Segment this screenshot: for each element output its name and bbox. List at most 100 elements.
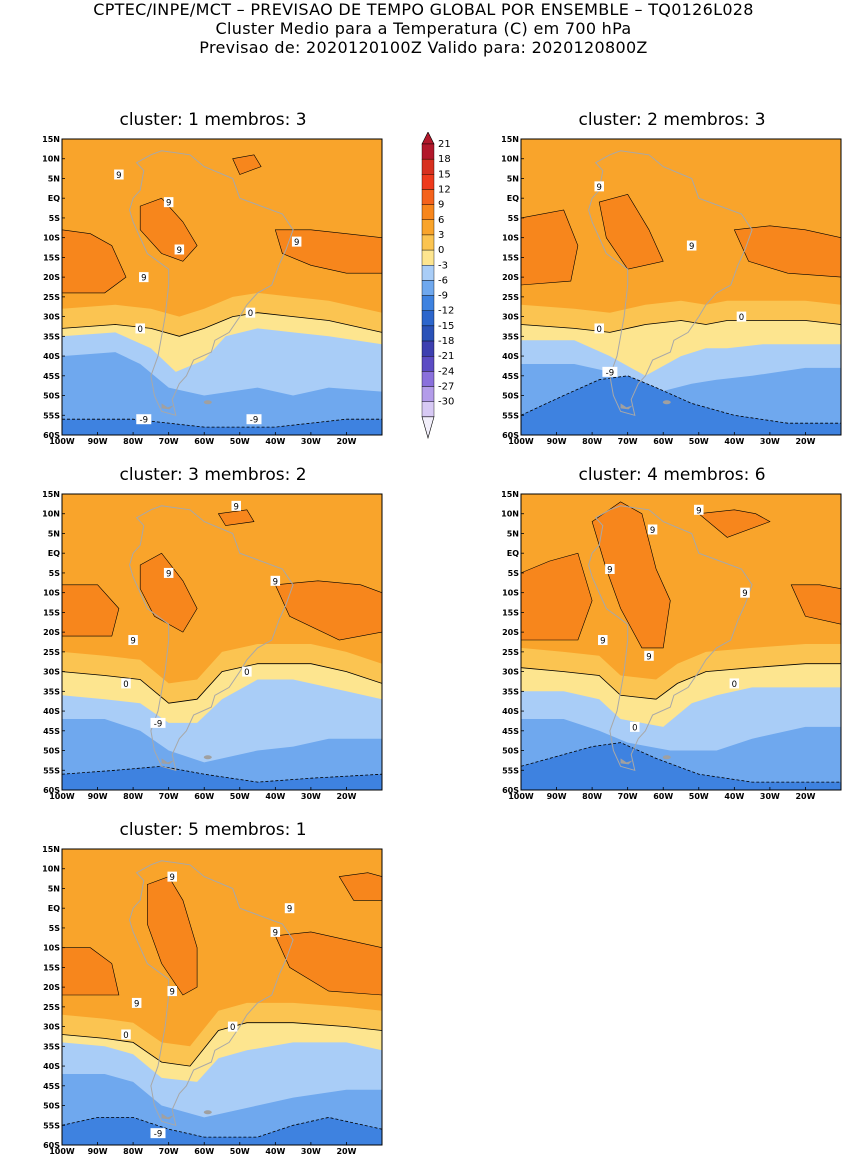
contour-label-bg <box>131 997 142 1008</box>
lat-tick-label: 30S <box>502 668 519 677</box>
contour-label-bg <box>227 1021 238 1032</box>
contour-label-bg <box>284 903 295 914</box>
colorbar-tick-label: -24 <box>438 366 454 377</box>
contour-label-bg <box>602 366 618 377</box>
lat-tick-label: 10N <box>42 510 60 519</box>
warm-contour-region <box>521 209 579 286</box>
lat-tick-label: 35S <box>43 687 60 696</box>
lat-tick-label: 30S <box>502 313 519 322</box>
lat-tick-label: 10N <box>501 510 519 519</box>
warm-contour-region <box>274 931 382 996</box>
contour-label: 9 <box>650 526 655 536</box>
contour-label-bg <box>246 414 262 425</box>
contour-label-bg <box>594 181 604 192</box>
falkland-islands <box>203 1110 212 1115</box>
contour-label: 9 <box>141 274 146 284</box>
falkland-islands <box>662 755 671 760</box>
lat-tick-label: 5N <box>48 174 60 183</box>
lat-tick-label: 35S <box>43 332 60 341</box>
contour-label: 9 <box>166 199 171 209</box>
contour-label: 9 <box>646 652 651 662</box>
contour-label: 0 <box>739 313 744 323</box>
lat-tick-label: 45S <box>43 372 60 381</box>
lat-tick-label: 50S <box>502 747 519 756</box>
colorbar-swatch <box>421 265 435 281</box>
lat-tick-label: 15S <box>43 253 60 262</box>
lat-tick-label: 60S <box>502 431 519 440</box>
map-panel-cluster-4: cluster: 4 membros: 6 9 9 9 9 9 9 0 0 15N 10N 5N EQ… <box>477 465 847 810</box>
lat-tick-label: 30S <box>43 313 60 322</box>
contour-label: -9 <box>140 416 148 426</box>
contour-label: 9 <box>689 242 694 252</box>
colorbar-tick-label: 6 <box>438 215 444 226</box>
contour-label-bg <box>630 721 640 732</box>
lon-tick-label: 70W <box>159 437 179 446</box>
south-america-coastline <box>588 150 753 417</box>
colorbar-swatch <box>421 371 435 387</box>
contour-label-bg <box>694 504 704 515</box>
lon-tick-label: 90W <box>547 437 567 446</box>
contour-label: 0 <box>632 723 637 733</box>
lon-tick-label: 90W <box>88 1147 108 1156</box>
contour-line <box>62 312 382 337</box>
contour-label-bg <box>167 871 177 882</box>
contour-label: 0 <box>244 668 249 678</box>
lat-tick-label: 15S <box>502 253 519 262</box>
map-panel-cluster-1: cluster: 1 membros: 3 9 9 9 9 9 0 0 -9 -9 15N 10N 5… <box>18 110 408 455</box>
lat-tick-label: 30S <box>43 668 60 677</box>
contour-label: -9 <box>606 368 614 378</box>
contour-label-bg <box>270 575 281 586</box>
contour-label-bg <box>167 986 177 997</box>
contour-line <box>62 765 382 783</box>
colorbar-bottom-arrow <box>421 416 435 440</box>
lon-tick-label: 40W <box>265 437 285 446</box>
colorbar-tick-label: 3 <box>438 230 444 241</box>
colorbar-tick-label: -27 <box>438 382 454 393</box>
contour-label-bg <box>686 240 697 251</box>
map-frame <box>61 848 383 1146</box>
temperature-map: 9 9 9 9 0 0 -9 15N 10N 5N EQ 5S 10S 15S 20S 25S 30S 35S 40… <box>42 490 383 801</box>
contour-label: 9 <box>600 637 605 647</box>
lon-tick-label: 70W <box>618 792 638 801</box>
contour-line <box>521 742 841 783</box>
lat-tick-label: 5S <box>49 569 61 578</box>
contour-label-bg <box>291 236 302 247</box>
tierra-del-fuego <box>620 403 633 410</box>
lon-tick-label: 40W <box>265 792 285 801</box>
contour-label: 0 <box>138 325 143 335</box>
lat-tick-label: 20S <box>43 983 60 992</box>
map-frame <box>520 493 842 791</box>
tierra-del-fuego <box>161 758 174 765</box>
lon-tick-label: 20W <box>336 792 356 801</box>
lon-tick-label: 40W <box>724 792 744 801</box>
lon-tick-label: 60W <box>653 437 673 446</box>
lon-tick-label: 20W <box>336 1147 356 1156</box>
lat-tick-label: EQ <box>507 549 519 558</box>
lon-tick-label: 70W <box>159 1147 179 1156</box>
contour-label-bg <box>121 1029 131 1040</box>
lat-tick-label: EQ <box>507 194 519 203</box>
falkland-islands <box>662 400 671 405</box>
lat-tick-label: 45S <box>502 372 519 381</box>
contour-label-bg <box>174 244 185 255</box>
colorbar-swatch <box>421 158 435 175</box>
lat-tick-label: 10N <box>42 865 60 874</box>
lat-tick-label: 15N <box>42 845 60 854</box>
lon-tick-label: 100W <box>49 437 75 446</box>
warm-contour-region <box>790 584 841 625</box>
lat-tick-label: 60S <box>43 431 60 440</box>
lon-tick-label: 80W <box>123 1147 143 1156</box>
map-panel-cluster-3: cluster: 3 membros: 2 9 9 9 9 0 0 -9 15N 10N 5N EQ… <box>18 465 408 810</box>
lon-tick-label: 60W <box>653 792 673 801</box>
lat-tick-label: 35S <box>43 1042 60 1051</box>
colorbar-tick-label: -30 <box>438 397 454 408</box>
contour-label-bg <box>136 414 152 425</box>
falkland-islands <box>203 755 212 760</box>
lat-tick-label: 10S <box>43 589 60 598</box>
colorbar-tick-label: -3 <box>438 260 448 271</box>
lon-tick-label: 60W <box>194 792 214 801</box>
contour-label-bg <box>598 635 608 646</box>
contour-line <box>62 1116 382 1138</box>
south-america-coastline <box>129 505 294 772</box>
temperature-band <box>62 766 382 790</box>
